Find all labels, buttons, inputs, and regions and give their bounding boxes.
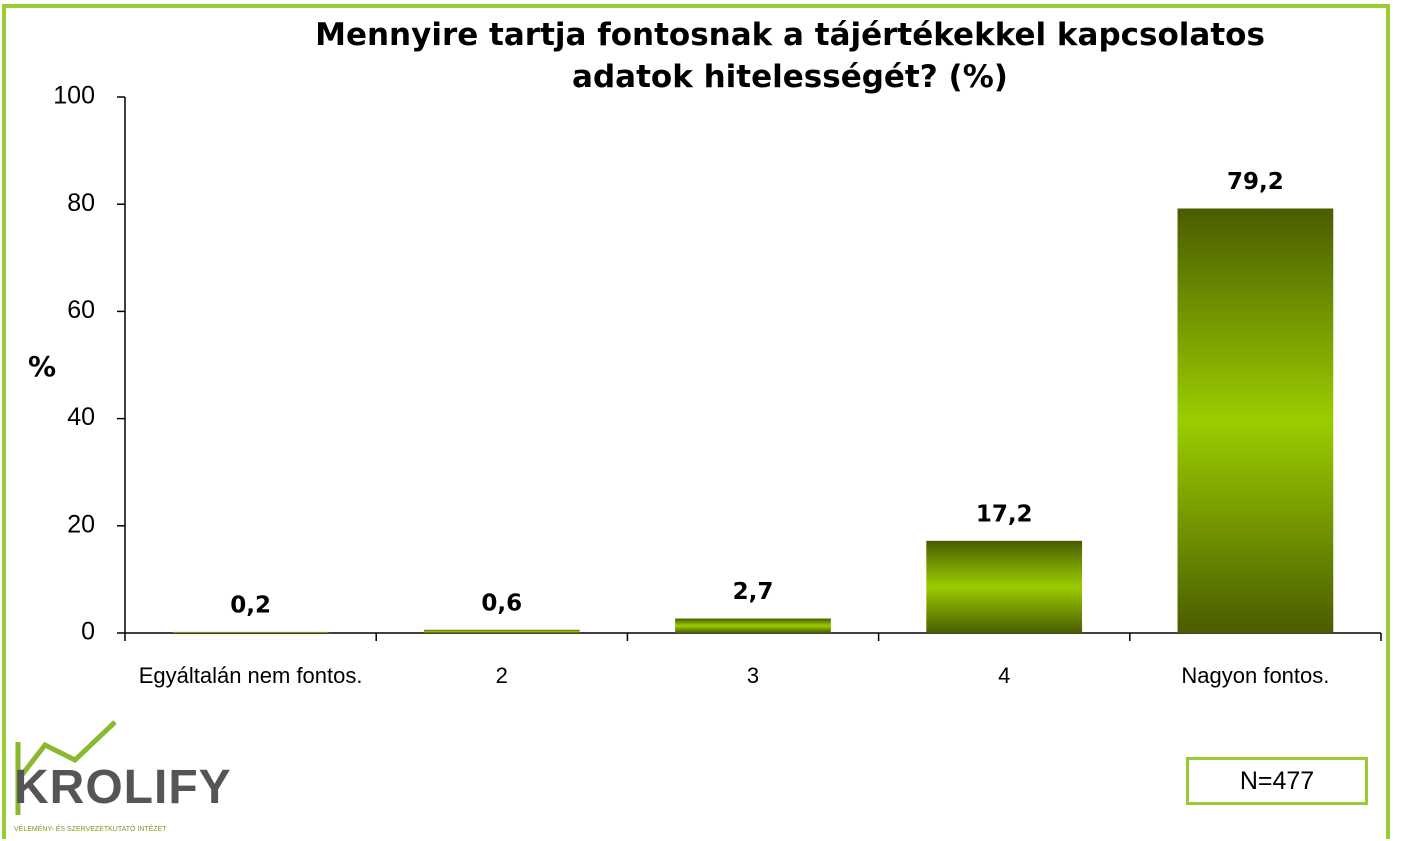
y-tick-label: 40 bbox=[67, 403, 95, 431]
x-tick-label: 3 bbox=[746, 663, 760, 688]
y-tick-label: 60 bbox=[67, 296, 95, 324]
bar bbox=[926, 540, 1083, 633]
y-tick-label: 20 bbox=[67, 510, 95, 538]
x-tick-label: Egyáltalán nem fontos. bbox=[138, 663, 363, 688]
data-label: 17,2 bbox=[976, 501, 1033, 527]
bar bbox=[172, 631, 329, 633]
data-label: 0,6 bbox=[481, 590, 522, 616]
x-tick-label: Nagyon fontos. bbox=[1181, 663, 1330, 688]
data-label: 79,2 bbox=[1227, 169, 1284, 195]
bar bbox=[675, 618, 831, 633]
bar bbox=[423, 629, 580, 633]
x-tick-label: 4 bbox=[998, 663, 1011, 688]
y-tick-label: 80 bbox=[67, 189, 95, 217]
y-axis-label: % bbox=[28, 350, 56, 383]
y-tick-label: 0 bbox=[81, 618, 95, 646]
data-label: 2,7 bbox=[733, 579, 774, 605]
chart-title: Mennyire tartja fontosnak a tájértékekke… bbox=[315, 17, 1265, 95]
logo: KROLIFY bbox=[14, 761, 232, 814]
logo-tagline: VÉLEMÉNY- ÉS SZERVEZETKUTATÓ INTÉZET bbox=[14, 826, 167, 833]
x-tick-label: 2 bbox=[495, 663, 508, 688]
bar bbox=[1177, 208, 1334, 633]
logo-mark bbox=[15, 720, 117, 815]
y-tick-label: 100 bbox=[53, 82, 95, 110]
annotation: N=477 bbox=[1186, 757, 1368, 805]
data-label: 0,2 bbox=[230, 592, 271, 618]
frame bbox=[2, 4, 1390, 839]
